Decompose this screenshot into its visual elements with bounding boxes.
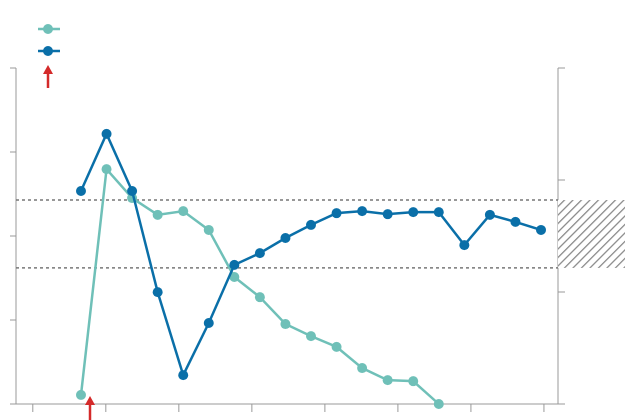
series-marker (101, 164, 112, 175)
legend-entry (38, 46, 60, 56)
series-marker (75, 389, 86, 400)
series-marker (510, 216, 521, 227)
series-marker (408, 376, 419, 387)
series-marker (127, 185, 138, 196)
series-marker (382, 209, 393, 220)
series-marker (280, 233, 291, 244)
series-marker (484, 209, 495, 220)
series-marker (536, 224, 547, 235)
series-marker (306, 331, 317, 342)
arrow-head (85, 396, 95, 405)
series-marker (152, 287, 163, 298)
series-marker (203, 224, 214, 235)
series-marker (229, 271, 240, 282)
annotation-arrows (43, 65, 95, 420)
legend-entry (38, 24, 60, 34)
series-marker (459, 240, 470, 251)
legend-marker (43, 24, 53, 34)
series-marker (101, 128, 112, 139)
series-marker (433, 399, 444, 409)
series-marker (331, 208, 342, 219)
series-marker (382, 375, 393, 386)
series-marker (280, 319, 291, 330)
legend-marker (43, 46, 53, 56)
series-marker (229, 259, 240, 270)
series-marker (75, 185, 86, 196)
series-marker (331, 341, 342, 352)
series-marker (178, 206, 189, 217)
reference-band-hatch (558, 200, 625, 268)
series-marker (178, 370, 189, 381)
series-marker (408, 207, 419, 218)
series-marker (203, 318, 214, 329)
series-marker (433, 207, 444, 218)
arrow-head (43, 65, 53, 74)
series-marker (152, 209, 163, 220)
series-marker (254, 248, 265, 259)
series-marker (306, 219, 317, 230)
series-marker (357, 363, 368, 374)
series-marker (254, 292, 265, 303)
series-marker (357, 206, 368, 217)
